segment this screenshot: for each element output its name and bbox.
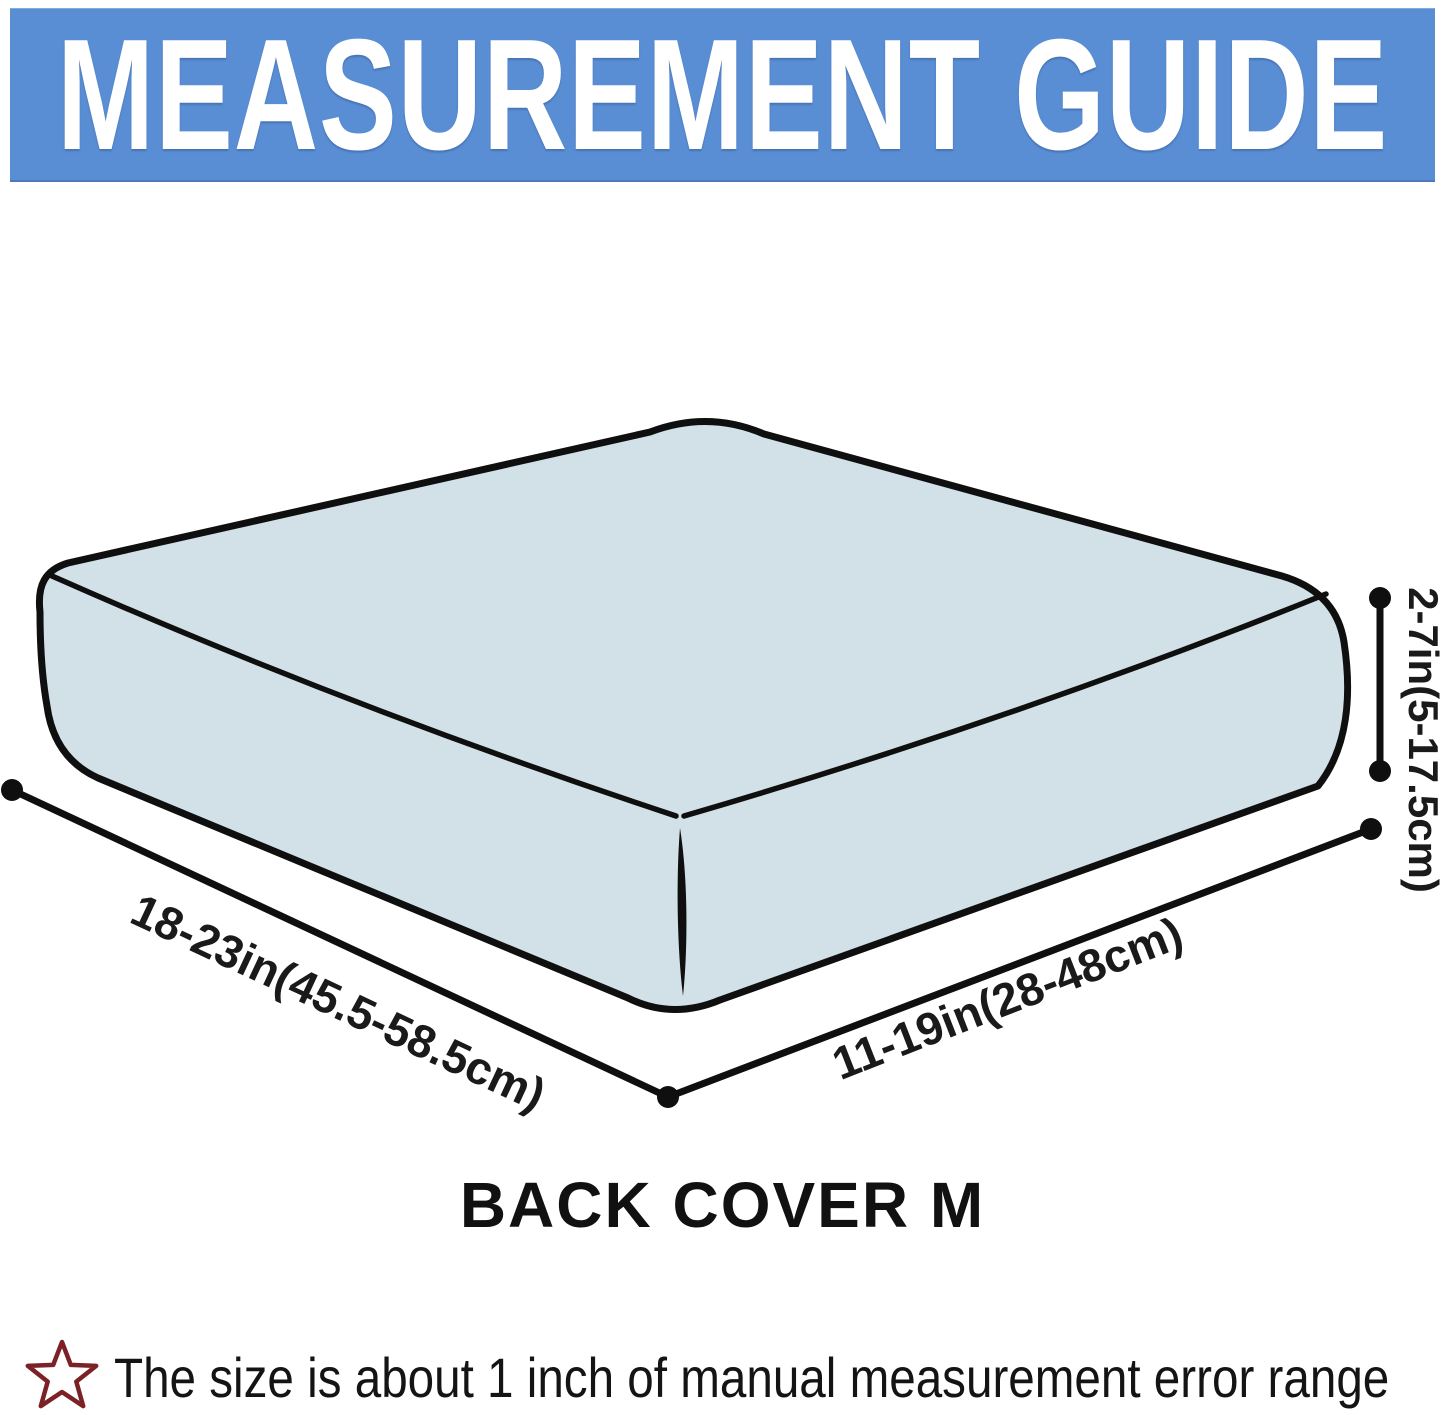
star-outline [25,1339,99,1409]
cushion-body [35,418,1352,1013]
dimension-dot [1369,760,1391,782]
header-banner: MEASUREMENT GUIDE [10,8,1435,182]
measurement-note: The size is about 1 inch of manual measu… [22,1338,1442,1415]
corner-dart [677,828,687,996]
product-label: BACK COVER M [459,1169,986,1241]
height-dimension-label: 2-7in(5-17.5cm) [1400,587,1445,893]
seam-line-right [681,591,1329,819]
star-icon [22,1339,102,1415]
dimension-dot [1369,587,1391,609]
dimension-dot [1,779,23,801]
dimension-dot [1360,818,1382,840]
measurement-note-text: The size is about 1 inch of manual measu… [114,1345,1390,1409]
seam-line-left [49,573,679,819]
page-title: MEASUREMENT GUIDE [56,7,1389,183]
height-dimension: 2-7in(5-17.5cm) [1369,587,1445,893]
